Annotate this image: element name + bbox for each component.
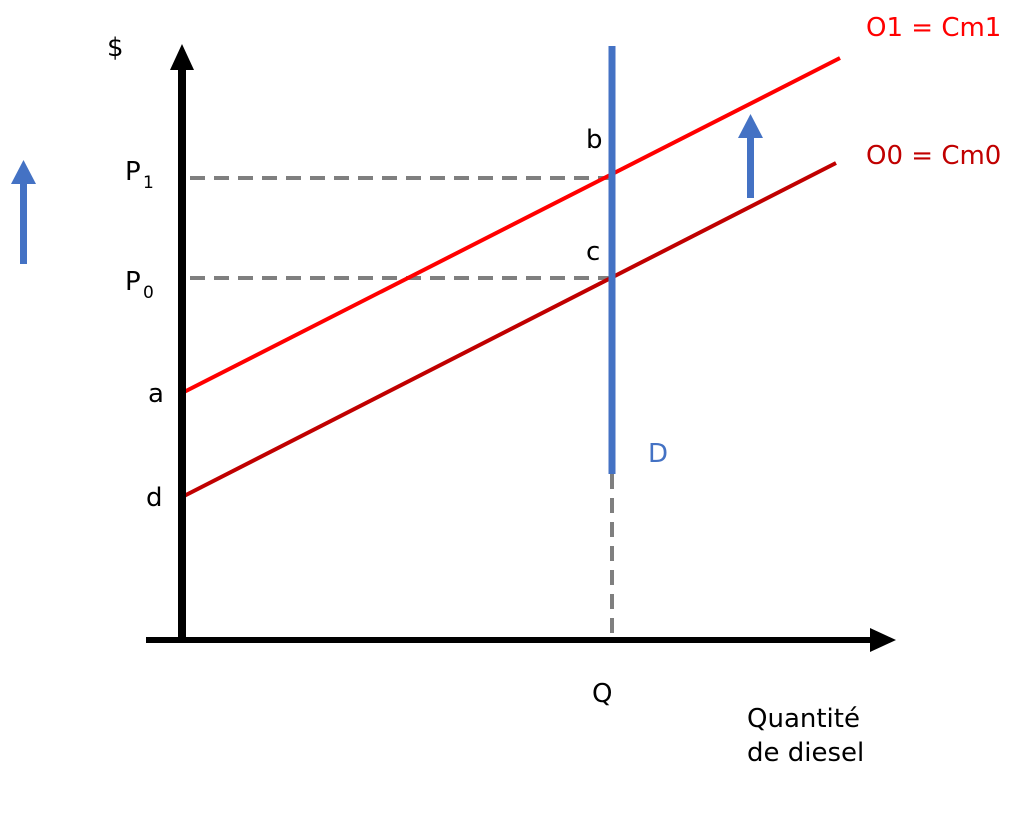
p1-main-text: P bbox=[125, 157, 141, 187]
supply-curve-o1 bbox=[183, 56, 841, 394]
supply-curve-o0 bbox=[183, 161, 837, 498]
supply-o1-label: O1 = Cm1 bbox=[866, 13, 1001, 43]
point-label-d: d bbox=[146, 483, 163, 513]
x-axis-label-line2: de diesel bbox=[747, 738, 864, 768]
up-arrow-icon bbox=[738, 114, 763, 198]
point-label-b: b bbox=[586, 125, 603, 155]
q-label: Q bbox=[592, 679, 612, 709]
x-axis-label-line1: Quantité bbox=[747, 704, 860, 734]
p0-main-text: P bbox=[125, 267, 141, 297]
up-arrow-icon bbox=[11, 160, 36, 264]
price-label-p0: P 0 bbox=[125, 267, 154, 303]
y-axis-label: $ bbox=[107, 33, 124, 63]
price-label-p1: P 1 bbox=[125, 157, 154, 193]
point-label-a: a bbox=[148, 379, 164, 409]
point-label-c: c bbox=[586, 237, 600, 267]
y-axis-arrowhead bbox=[170, 44, 194, 70]
p0-subscript: 0 bbox=[143, 283, 154, 303]
demand-label: D bbox=[648, 439, 668, 469]
supply-o0-label: O0 = Cm0 bbox=[866, 141, 1001, 171]
p1-subscript: 1 bbox=[143, 173, 154, 193]
x-axis-arrowhead bbox=[870, 628, 896, 652]
